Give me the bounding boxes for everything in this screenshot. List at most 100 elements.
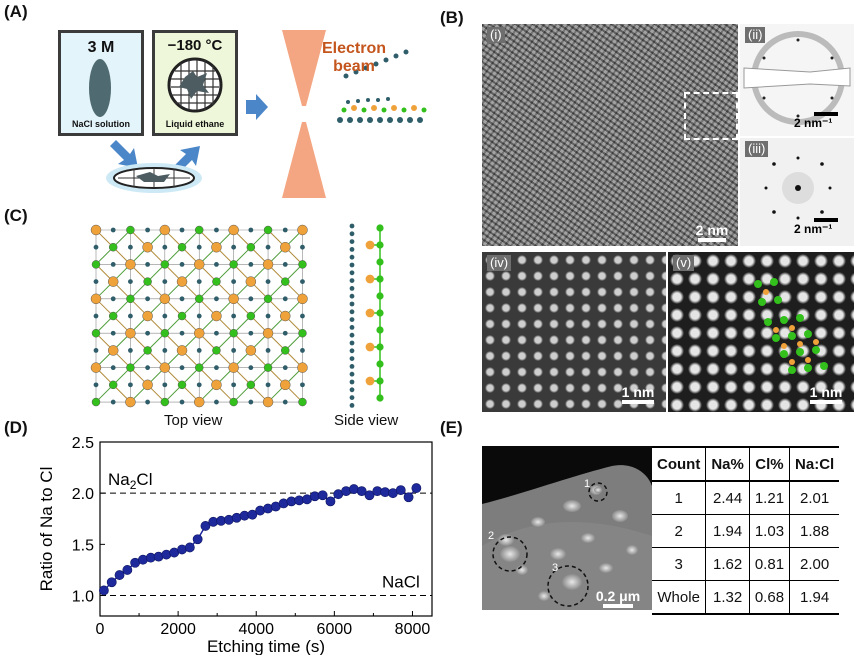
cl-atom	[229, 328, 238, 338]
data-point	[200, 521, 211, 531]
cl-atom	[376, 377, 384, 385]
data-point	[247, 509, 258, 520]
lattice-side-view	[349, 223, 384, 408]
subpanel-label-ii: (ii)	[745, 27, 766, 43]
simulated-image-v: (v) 1 nm	[668, 252, 854, 412]
cell: 1.21	[748, 481, 790, 515]
na-atom	[142, 310, 153, 322]
na-atom	[297, 362, 308, 373]
substrate-atom	[349, 325, 355, 330]
reference-label: NaCl	[382, 573, 420, 592]
na-atom	[125, 327, 136, 339]
na-atom	[90, 362, 102, 373]
hrtem-image: (i) 2 nm	[482, 24, 738, 246]
y-axis-label: Ratio of Na to Cl	[37, 467, 56, 592]
fft-spots	[764, 156, 832, 220]
sample-flake-icon	[89, 59, 111, 117]
na-atom	[107, 345, 119, 356]
panel-label-d: (D)	[4, 418, 28, 437]
scale-bar-ii-label: 2 nm⁻¹	[794, 116, 833, 130]
cl-atom	[194, 225, 204, 235]
na-atom	[245, 276, 257, 287]
substrate-atom	[349, 371, 355, 377]
data-point	[184, 542, 195, 553]
concentration-label: 3 M	[87, 39, 115, 56]
substrate-atom	[349, 278, 355, 283]
na-atom	[142, 241, 153, 253]
data-point	[403, 492, 414, 503]
cell: 0.68	[748, 580, 790, 615]
panel-label-a: (A)	[4, 2, 28, 21]
cl-atom	[376, 394, 384, 402]
substrate-atom	[128, 313, 133, 319]
na-atom	[262, 396, 274, 408]
subpanel-label-v: (v)	[673, 255, 695, 271]
table-row: 1 2.44 1.21 2.01	[652, 481, 840, 515]
cl-atom	[143, 277, 152, 286]
substrate-atom	[110, 399, 116, 405]
nacl-solution-box: 3 M NaCl solution	[58, 30, 144, 136]
cl-atom	[160, 328, 170, 338]
cl-atom	[298, 260, 307, 269]
substrate-atom	[248, 296, 254, 302]
na-atom	[125, 396, 136, 408]
y-tick-label: 2.0	[72, 486, 94, 503]
substrate-atom	[349, 254, 355, 260]
header-cl: Cl%	[748, 446, 790, 482]
substrate-atom	[282, 227, 288, 233]
cl-atom	[108, 242, 118, 252]
cl-atom	[126, 294, 135, 304]
substrate-atom	[265, 348, 271, 353]
y-tick-label: 1.5	[72, 537, 94, 554]
substrate-atom	[248, 227, 254, 233]
na-atom	[90, 293, 102, 305]
electron-beam-illustration	[282, 30, 427, 198]
cl-atom	[160, 397, 170, 407]
substrate-atom	[349, 395, 355, 400]
substrate-atom	[214, 365, 219, 371]
x-tick-label: 6000	[317, 621, 353, 638]
substrate-atom	[300, 279, 305, 285]
x-tick-label: 8000	[395, 621, 431, 638]
scale-bar-iv-label: 1 nm	[621, 384, 655, 400]
roi-box	[684, 92, 738, 140]
na-atom	[159, 224, 171, 236]
cl-atom	[91, 260, 101, 269]
na-atom	[125, 259, 136, 270]
substrate-atom	[349, 247, 355, 252]
substrate-atom	[179, 262, 185, 267]
substrate-atom	[282, 365, 288, 371]
scale-bar-iii: 2 nm⁻¹	[794, 218, 838, 236]
panel-label-c: (C)	[4, 206, 28, 225]
cl-atom	[212, 277, 221, 286]
na-atom	[365, 308, 375, 318]
substrate-atom	[282, 262, 288, 267]
substrate-atom	[179, 365, 185, 371]
diffraction-pattern-ii: (ii) 2 nm⁻¹	[740, 24, 854, 136]
na-atom	[211, 241, 222, 253]
x-tick-label: 0	[96, 621, 105, 638]
na-atom	[193, 327, 205, 339]
substrate-atom	[231, 382, 237, 388]
substrate-atom	[248, 399, 254, 405]
na-atom	[297, 224, 308, 236]
header-ratio: Na:Cl	[789, 446, 840, 482]
substrate-atom	[110, 330, 116, 336]
substrate-atom	[196, 313, 202, 319]
roi-label-1: 1	[584, 478, 591, 490]
substrate-atom	[179, 399, 185, 405]
subpanel-label-i: (i)	[487, 27, 505, 43]
cell: 2.00	[789, 547, 840, 581]
data-point	[106, 577, 117, 588]
na-atom	[211, 310, 222, 322]
substrate-atom	[349, 379, 355, 385]
substrate-atom	[349, 239, 355, 244]
cl-atom	[263, 225, 273, 235]
substrate-atom	[231, 348, 237, 353]
substrate-atom	[282, 399, 288, 405]
substrate-atom	[349, 317, 355, 322]
x-tick-label: 4000	[238, 621, 274, 638]
cl-atom	[108, 380, 118, 390]
na-atom	[365, 342, 375, 352]
data-point	[317, 490, 328, 501]
